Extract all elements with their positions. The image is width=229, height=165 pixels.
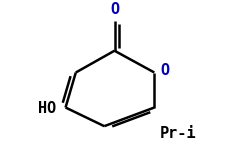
Text: O: O — [160, 64, 169, 78]
Text: Pr-i: Pr-i — [160, 126, 196, 141]
Text: O: O — [110, 2, 119, 17]
Text: HO: HO — [38, 101, 57, 116]
